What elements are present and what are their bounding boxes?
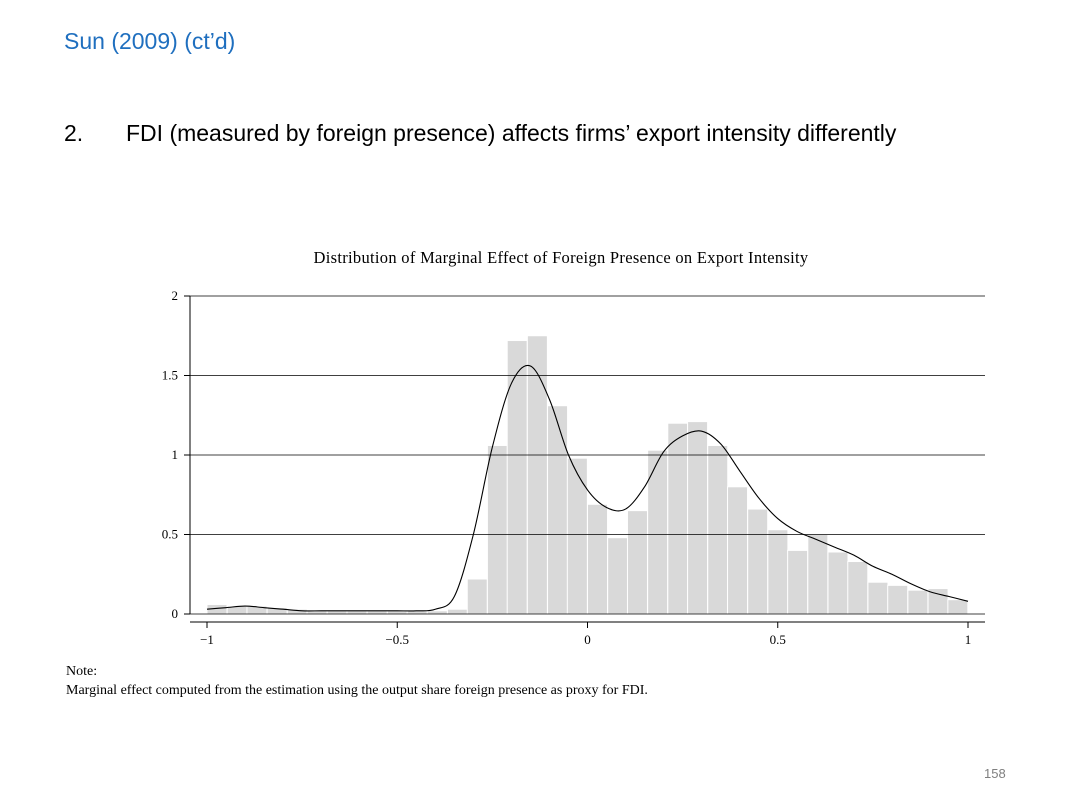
histogram-bar [626, 510, 648, 615]
histogram-bar [687, 421, 709, 615]
histogram-bar [426, 610, 448, 615]
x-tick-label: 1 [965, 632, 972, 647]
histogram-bar [887, 584, 909, 615]
y-tick-label: 2 [172, 288, 179, 303]
histogram-bar [907, 589, 929, 615]
bullet-text: FDI (measured by foreign presence) affec… [126, 120, 897, 146]
histogram-bar [787, 549, 809, 615]
note-label: Note: [66, 664, 98, 679]
histogram-bar [707, 444, 729, 615]
histogram-bar [587, 503, 609, 615]
y-tick-label: 1.5 [162, 368, 178, 383]
histogram-bar [667, 422, 689, 615]
figure-note: Note: Marginal effect computed from the … [66, 662, 1046, 700]
note-text: Marginal effect computed from the estima… [66, 683, 648, 698]
histogram-bar [727, 486, 749, 615]
density-curve [206, 364, 969, 612]
histogram-bar [446, 608, 468, 615]
x-tick-label: −1 [200, 632, 214, 647]
chart-title: Distribution of Marginal Effect of Forei… [313, 248, 809, 267]
histogram-bar [807, 534, 829, 615]
y-tick-label: 1 [172, 447, 179, 462]
histogram-bar [466, 578, 488, 615]
histogram-bar [506, 340, 528, 615]
histogram-bar [547, 405, 569, 615]
histogram-bar [847, 561, 869, 615]
histogram-bar [607, 537, 629, 615]
x-tick-label: 0 [584, 632, 591, 647]
histogram-bar [526, 335, 548, 615]
histogram-bar [747, 508, 769, 615]
page-number: 158 [984, 766, 1006, 781]
histogram-bar [486, 444, 508, 615]
histogram-bar [767, 529, 789, 615]
slide-title: Sun (2009) (ct’d) [64, 28, 236, 54]
x-tick-label: 0.5 [770, 632, 786, 647]
histogram-bar [566, 457, 588, 615]
y-tick-label: 0.5 [162, 527, 178, 542]
x-tick-label: −0.5 [385, 632, 409, 647]
bullet-number: 2. [64, 120, 84, 146]
histogram-bar [867, 581, 889, 615]
histogram-bar [947, 599, 969, 615]
histogram-bar [827, 551, 849, 615]
y-tick-label: 0 [172, 606, 179, 621]
histogram-chart: 0 0.5 1 1.5 2 −1 −0.5 0 0.5 1 [162, 288, 985, 647]
